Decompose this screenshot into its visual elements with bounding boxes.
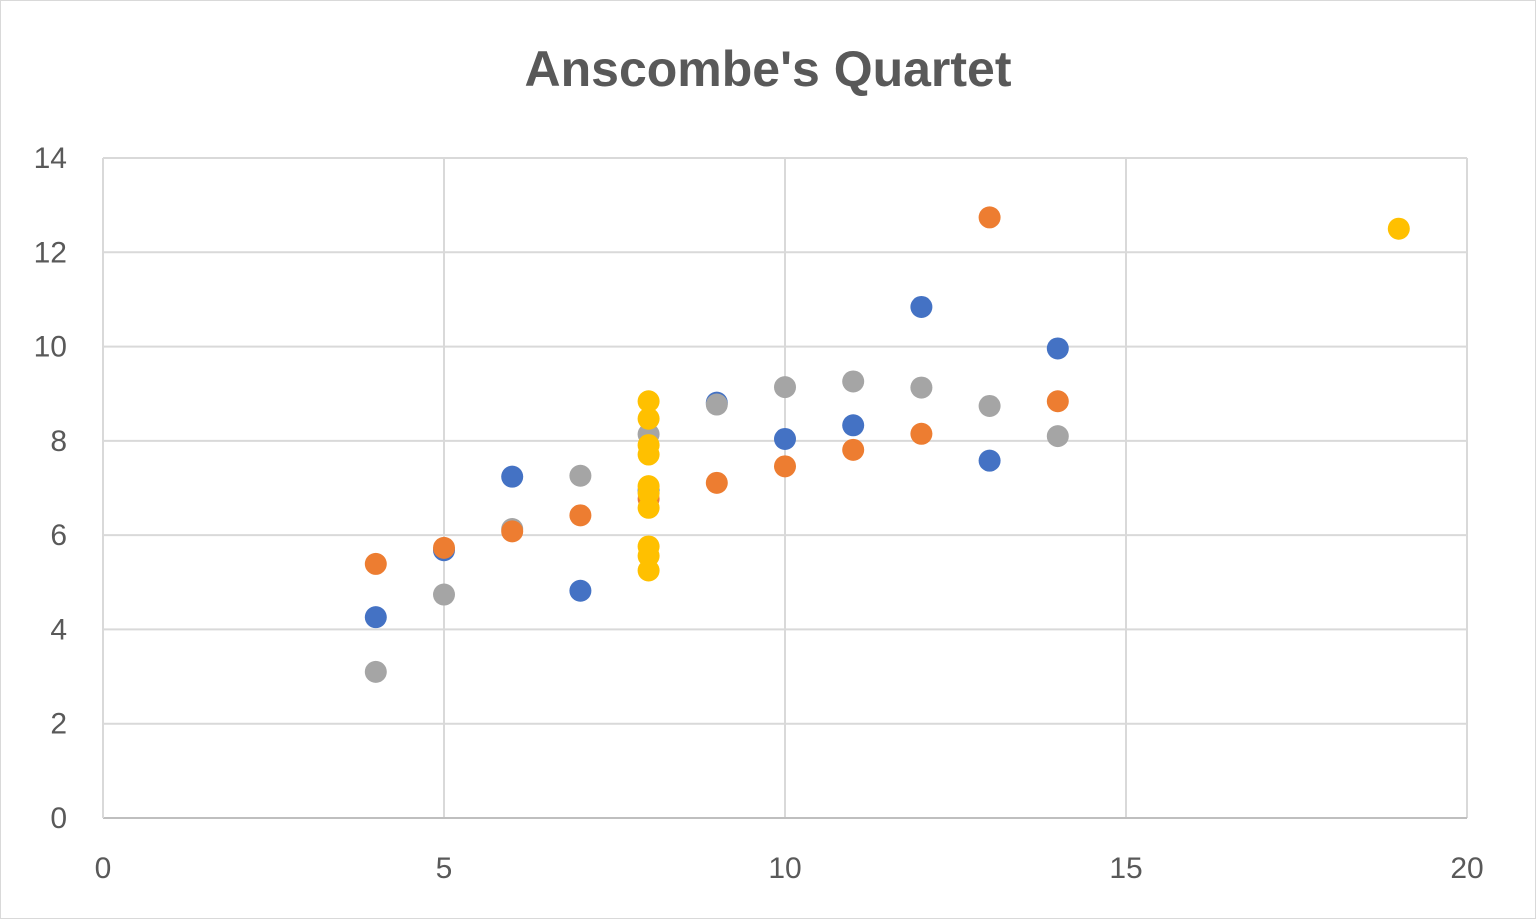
data-point [501, 465, 524, 488]
data-point [637, 544, 660, 567]
data-point [501, 520, 524, 543]
series-4 [637, 217, 1410, 582]
tick-labels: 0 2 4 6 8 10 12 14 0 5 10 15 20 [34, 142, 1484, 885]
y-tick-label: 4 [50, 613, 67, 646]
y-tick-label: 6 [50, 519, 67, 552]
y-tick-label: 2 [50, 708, 67, 741]
y-tick-label: 14 [34, 142, 67, 175]
y-tick-label: 10 [34, 331, 67, 364]
data-point [774, 455, 796, 478]
data-point [637, 407, 660, 430]
data-point [842, 414, 865, 437]
data-point [569, 504, 592, 527]
series-3 [364, 206, 1069, 575]
data-point [774, 427, 796, 450]
data-point [705, 471, 728, 494]
data-point [910, 295, 933, 318]
data-point [842, 370, 865, 393]
axes [102, 158, 1467, 819]
data-point [569, 579, 592, 602]
data-point [637, 390, 660, 413]
y-tick-label: 8 [50, 425, 67, 458]
x-tick-label: 20 [1450, 852, 1483, 885]
data-point [1046, 337, 1069, 360]
data-point [1387, 217, 1410, 240]
data-point [978, 394, 1001, 417]
data-point [433, 583, 455, 606]
gridlines [103, 157, 1468, 818]
data-point [1046, 425, 1069, 448]
data-point [978, 449, 1001, 472]
x-tick-label: 5 [436, 852, 453, 885]
data-point [910, 422, 933, 445]
series-2 [364, 370, 1069, 683]
data-point [1046, 390, 1069, 413]
data-point [569, 464, 592, 487]
data-point [433, 536, 455, 559]
data-point [978, 206, 1001, 229]
x-tick-label: 10 [768, 852, 801, 885]
data-point [774, 376, 796, 399]
data-point [705, 393, 728, 416]
y-tick-label: 12 [34, 236, 67, 269]
y-tick-label: 0 [50, 802, 67, 835]
data-point [637, 482, 660, 505]
data-point [364, 606, 387, 629]
data-point [910, 376, 933, 399]
chart-title: Anscombe's Quartet [524, 41, 1012, 97]
data-point [637, 434, 660, 457]
data-point [364, 552, 387, 575]
x-tick-label: 15 [1109, 852, 1142, 885]
x-tick-label: 0 [95, 852, 112, 885]
data-point [364, 660, 387, 683]
data-points [364, 206, 1410, 683]
data-point [842, 438, 865, 461]
